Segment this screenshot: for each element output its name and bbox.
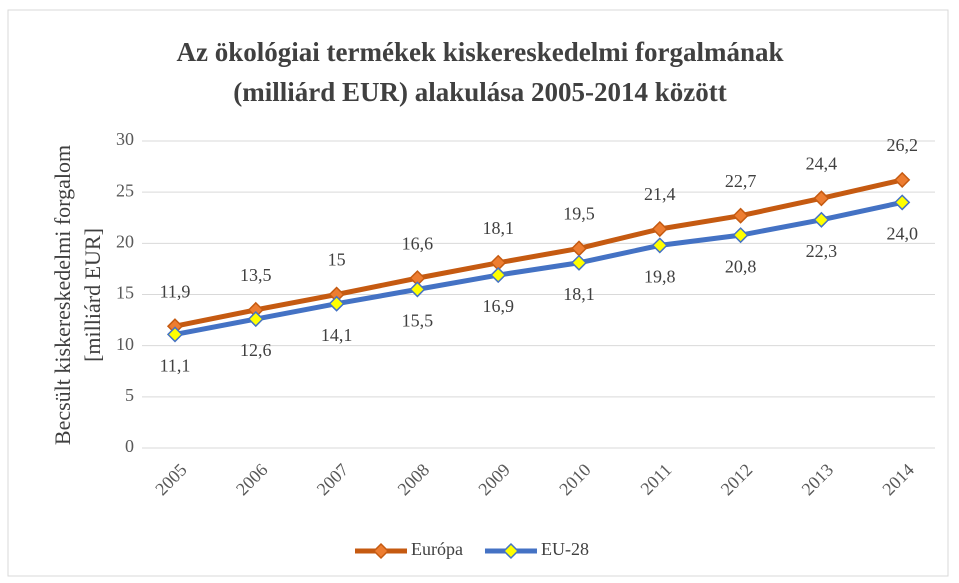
y-tick-label: 15 <box>116 283 134 303</box>
legend-label: Európa <box>411 539 463 559</box>
chart-border <box>7 9 949 577</box>
series-line <box>174 199 903 337</box>
data-label: 24,0 <box>886 224 918 244</box>
marker <box>409 281 426 298</box>
y-axis-label: Becsült kiskereskedelmi forgalom <box>50 145 75 445</box>
chart-title: (milliárd EUR) alakulása 2005-2014 közöt… <box>233 77 727 107</box>
marker <box>490 266 507 284</box>
marker <box>894 171 911 188</box>
data-label: 13,5 <box>240 265 272 285</box>
data-label: 16,6 <box>402 233 434 253</box>
data-label: 12,6 <box>240 340 272 360</box>
y-tick-label: 0 <box>125 436 134 456</box>
data-label: 14,1 <box>321 325 353 345</box>
data-label: 24,4 <box>806 153 838 173</box>
data-label: 22,7 <box>725 171 757 191</box>
legend-marker <box>502 542 520 560</box>
data-label: 15 <box>328 250 346 270</box>
marker <box>166 326 184 343</box>
y-axis-label: [milliárd EUR] <box>80 228 105 362</box>
marker <box>813 211 830 228</box>
series-line <box>174 177 903 329</box>
marker <box>894 194 911 211</box>
data-label: 21,4 <box>644 184 676 204</box>
data-label: 20,8 <box>725 256 757 276</box>
data-label: 19,8 <box>644 267 676 287</box>
data-label: 26,2 <box>886 135 918 155</box>
y-tick-label: 10 <box>116 334 134 354</box>
data-label: 16,9 <box>482 296 514 316</box>
data-label: 18,1 <box>482 218 514 238</box>
marker <box>732 207 749 224</box>
marker <box>813 190 830 207</box>
y-tick-label: 5 <box>125 385 134 405</box>
legend-label: EU-28 <box>541 539 589 559</box>
data-label: 18,1 <box>563 284 595 304</box>
data-label: 15,5 <box>402 311 434 331</box>
marker <box>247 310 264 328</box>
data-label: 11,1 <box>160 356 191 376</box>
marker <box>732 227 749 244</box>
y-tick-label: 20 <box>116 231 134 251</box>
data-label: 11,9 <box>160 281 191 301</box>
y-tick-label: 30 <box>116 129 134 149</box>
marker <box>570 254 588 271</box>
marker <box>651 220 668 238</box>
marker <box>651 237 668 254</box>
y-tick-label: 25 <box>116 180 134 200</box>
data-label: 22,3 <box>806 241 838 261</box>
data-label: 19,5 <box>563 204 595 224</box>
marker <box>328 295 345 312</box>
legend-marker <box>372 542 390 560</box>
chart-title: Az ökológiai termékek kiskereskedelmi fo… <box>177 37 784 67</box>
